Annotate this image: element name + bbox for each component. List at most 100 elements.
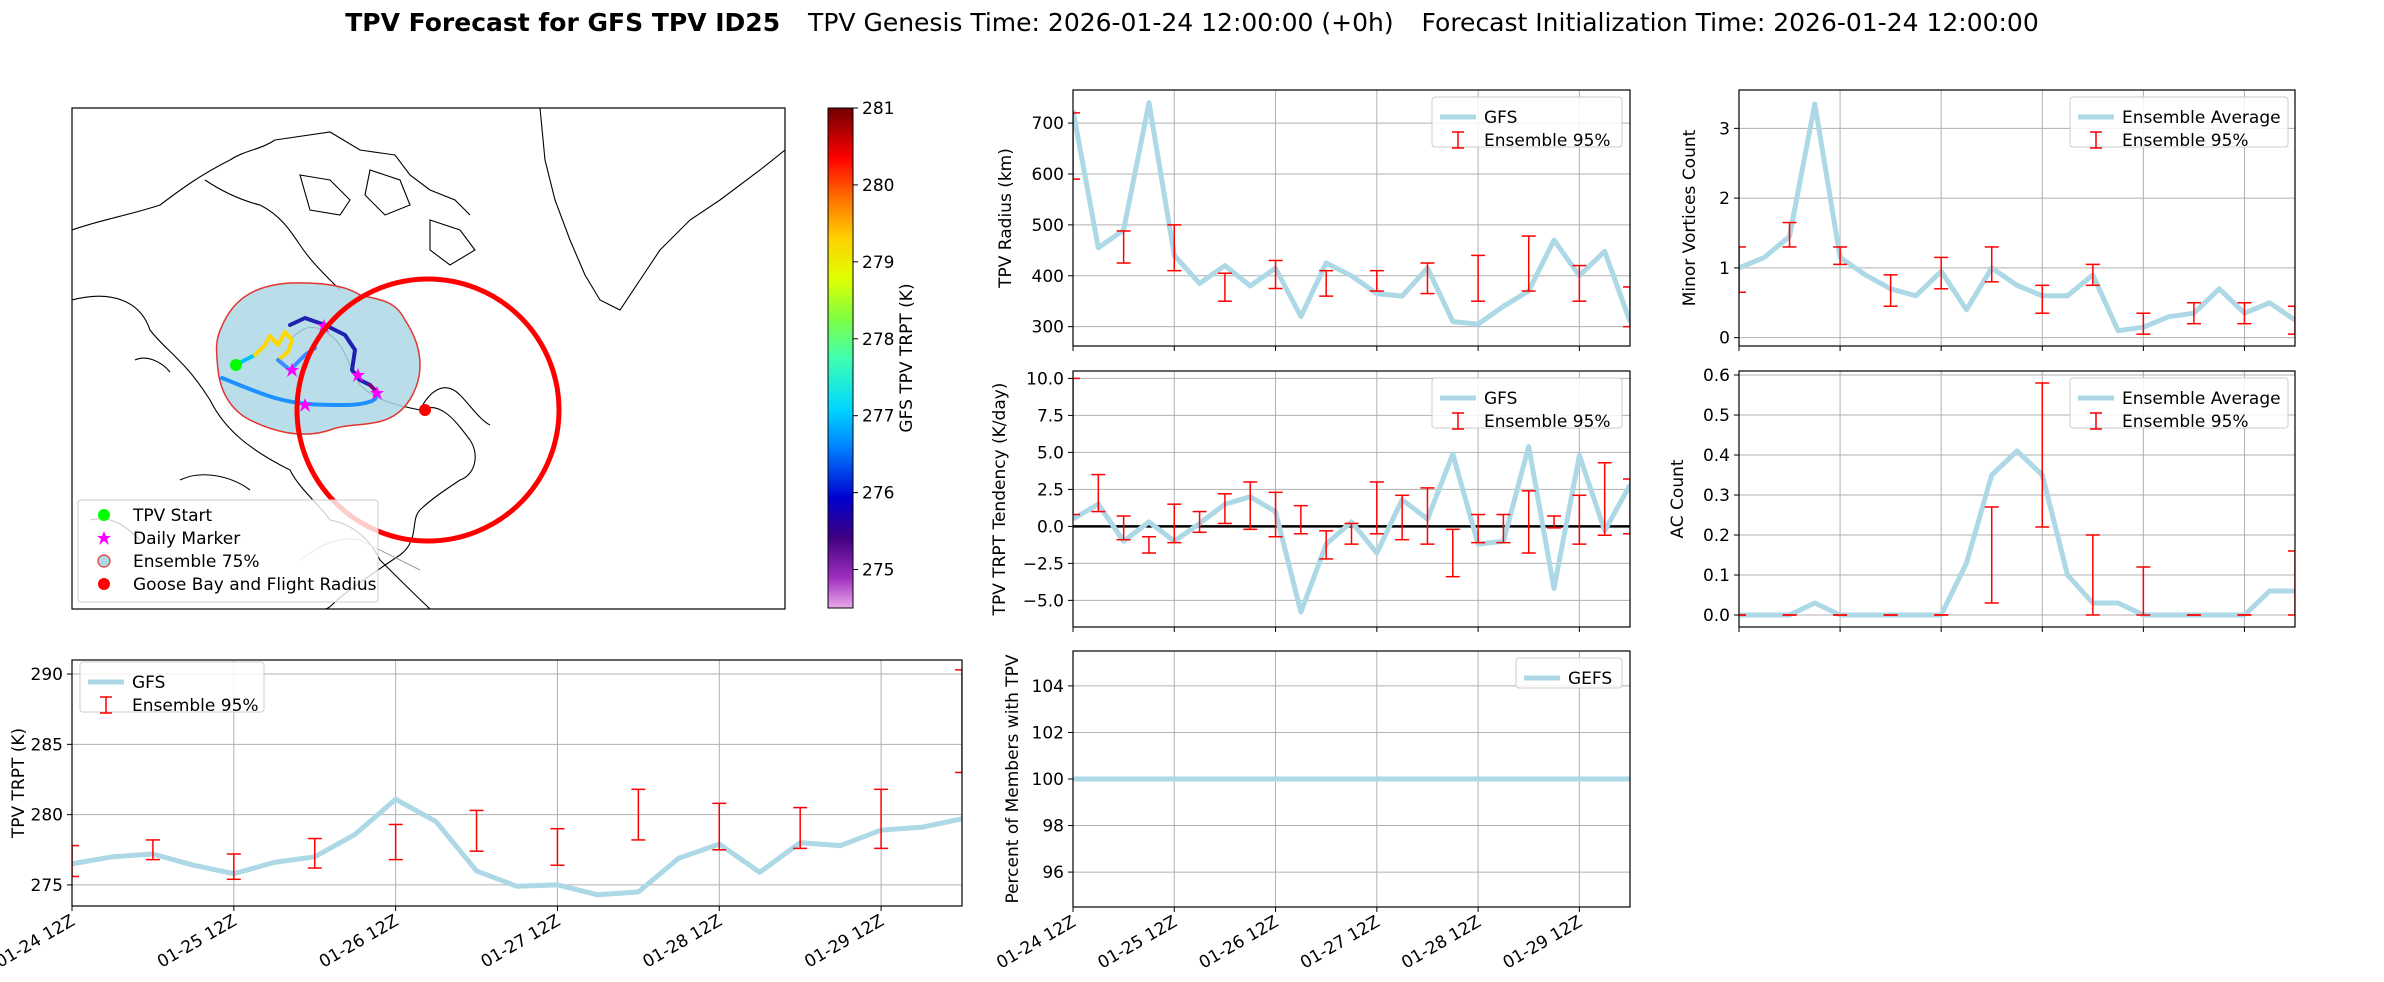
x-tick-label: 01-25 12Z	[154, 911, 240, 972]
legend-box	[2069, 377, 2289, 429]
x-tick-label: 01-28 12Z	[639, 911, 725, 972]
x-tick-label: 01-29 12Z	[1500, 912, 1586, 973]
y-tick-label: 400	[1032, 267, 1064, 287]
x-tick-label: 01-26 12Z	[316, 911, 402, 972]
legend: Ensemble Average Ensemble 95%	[2069, 377, 2289, 432]
map-legend: TPV Start Daily Marker Ensemble 75% Goos…	[77, 499, 379, 603]
members-grid: 96 98 100 102 104 01-24 12Z 01-25 12Z 01-26 12Z…	[993, 651, 1630, 973]
daily-marker	[285, 363, 299, 377]
x-tick-label: 01-24 12Z	[0, 911, 79, 972]
y-tick-label: 0.4	[1703, 446, 1730, 466]
colorbar-ticks: 275 276 277 278 279 280 281	[853, 99, 894, 581]
title-genesis: TPV Genesis Time: 2026-01-24 12:00:00 (+…	[807, 8, 1394, 37]
y-tick-label: 104	[1032, 677, 1064, 697]
legend-label: Ensemble 95%	[2122, 131, 2249, 151]
daily-marker	[298, 398, 312, 412]
legend-box	[1431, 96, 1623, 148]
y-tick-label: −2.5	[1023, 554, 1064, 574]
ac-count-panel: 0.0 0.1 0.2 0.3 0.4 0.5 0.6 AC Count Ensemble Av…	[1668, 366, 2296, 632]
colorbar-tick-label: 279	[862, 253, 894, 273]
y-tick-label: 300	[1032, 318, 1064, 338]
y-tick-label: 285	[31, 735, 63, 755]
coastline-west	[72, 295, 431, 609]
legend: GFS Ensemble 95%	[1431, 377, 1623, 432]
legend-goose-bay-icon	[98, 578, 110, 590]
y-tick-label: 0.0	[1703, 606, 1730, 626]
y-tick-label: 280	[31, 806, 63, 826]
series-line	[1739, 101, 2295, 334]
members-panel: 96 98 100 102 104 01-24 12Z 01-25 12Z 01-26 12Z…	[993, 650, 1631, 973]
y-tick-label: 98	[1042, 817, 1064, 837]
colorbar-tick-label: 278	[862, 330, 894, 350]
legend: Ensemble Average Ensemble 95%	[2069, 96, 2289, 151]
x-tick-label: 01-26 12Z	[1196, 912, 1282, 973]
y-axis-label: TPV TRPT (K)	[9, 728, 29, 839]
ac-frame	[1738, 370, 2296, 628]
colorbar-tick-label: 280	[862, 176, 894, 196]
y-tick-label: 275	[31, 876, 63, 896]
legend-label: Ensemble 95%	[132, 696, 259, 716]
radius-plot	[1073, 100, 1630, 328]
legend-marker-icon	[97, 531, 111, 545]
y-tick-label: 700	[1032, 114, 1064, 134]
colorbar-tick-label: 281	[862, 99, 894, 119]
trpt-panel: 275 280 285 290 01-24 12Z 01-25 12Z 01-26 12Z 0…	[0, 659, 963, 972]
legend-label: Ensemble 95%	[1484, 412, 1611, 432]
tendency-plot	[1073, 377, 1630, 615]
legend-box	[79, 661, 265, 713]
y-axis-label: AC Count	[1668, 459, 1688, 538]
legend: GEFS	[1515, 657, 1623, 689]
colorbar-label: GFS TPV TRPT (K)	[897, 283, 917, 432]
y-tick-label: 0.2	[1703, 526, 1730, 546]
y-axis-label: Minor Vortices Count	[1680, 129, 1700, 306]
title-bold: TPV Forecast for GFS TPV ID25	[345, 8, 780, 37]
x-tick-label: 01-27 12Z	[478, 911, 564, 972]
legend-label: GFS	[1484, 108, 1517, 128]
error-bars	[1073, 377, 1630, 578]
legend: GFS Ensemble 95%	[79, 661, 265, 716]
y-tick-label: 0.6	[1703, 366, 1730, 386]
coastline-arctic	[72, 139, 341, 291]
y-axis-label: TPV TRPT Tendency (K/day)	[990, 383, 1010, 617]
minor-plot	[1739, 101, 2295, 335]
y-tick-label: 0.0	[1037, 517, 1064, 537]
colorbar-tick-label: 277	[862, 407, 894, 427]
goose-bay-point	[419, 404, 431, 416]
y-tick-label: 5.0	[1037, 443, 1064, 463]
series-line	[72, 796, 962, 898]
y-tick-label: −5.0	[1023, 591, 1064, 611]
daily-marker	[370, 386, 384, 400]
legend-label: GFS	[132, 673, 165, 693]
members-frame	[1072, 650, 1631, 908]
legend-label: Ensemble Average	[2122, 389, 2281, 409]
x-tick-label: 01-24 12Z	[993, 912, 1079, 973]
y-tick-label: 2	[1719, 189, 1730, 209]
y-tick-label: 1	[1719, 259, 1730, 279]
legend-label: Ensemble 95%	[2122, 412, 2249, 432]
y-axis-label: Percent of Members with TPV	[1003, 654, 1023, 903]
legend-box	[2069, 96, 2289, 148]
y-tick-label: 500	[1032, 216, 1064, 236]
tpv-track-warm	[253, 330, 294, 362]
y-tick-label: 7.5	[1037, 406, 1064, 426]
x-tick-label: 01-25 12Z	[1094, 912, 1180, 973]
legend-label: GEFS	[1568, 669, 1612, 689]
y-tick-label: 2.5	[1037, 480, 1064, 500]
coastline-greenland	[539, 108, 785, 311]
coastline-labrador	[419, 387, 491, 426]
y-tick-label: 0	[1719, 329, 1730, 349]
minor-frame	[1738, 89, 2296, 347]
colorbar-tick-label: 275	[862, 561, 894, 581]
radius-frame	[1072, 89, 1631, 347]
series-line	[1073, 444, 1630, 615]
tpv-start-point	[230, 359, 242, 371]
legend-goose-bay-label: Goose Bay and Flight Radius	[133, 575, 377, 595]
y-tick-label: 10.0	[1026, 369, 1064, 389]
legend-start-icon	[98, 509, 110, 521]
daily-marker	[351, 368, 365, 382]
x-tick-label: 01-29 12Z	[801, 911, 887, 972]
map-legend-box	[77, 499, 379, 603]
figure-title: TPV Forecast for GFS TPV ID25 TPV Genesi…	[345, 8, 2039, 37]
legend-box	[1431, 377, 1623, 429]
